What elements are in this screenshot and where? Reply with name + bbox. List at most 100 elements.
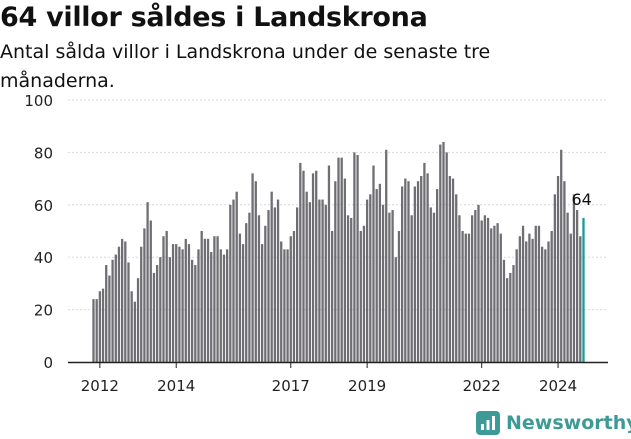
bar (318, 199, 321, 362)
bar (486, 217, 490, 362)
bar (350, 217, 353, 362)
x-tick-label: 2022 (463, 377, 501, 395)
bar (362, 225, 366, 362)
bar (445, 152, 448, 362)
brand-name: Newsworthy (506, 412, 631, 434)
bar (267, 210, 270, 362)
bar (575, 210, 579, 362)
bar (569, 233, 572, 362)
bar (321, 199, 324, 362)
bar (365, 199, 369, 362)
bar (327, 165, 331, 362)
bar (213, 236, 216, 362)
bar (95, 299, 98, 362)
x-tick-label: 2017 (272, 377, 310, 395)
bar (315, 170, 318, 362)
bar (108, 275, 111, 362)
bar (397, 231, 401, 362)
bar (229, 204, 232, 362)
bar (356, 155, 359, 362)
bar (251, 173, 254, 362)
bar (480, 220, 483, 362)
bar (493, 225, 496, 362)
bar (171, 244, 175, 362)
bar (458, 215, 461, 362)
bar (254, 181, 257, 362)
bar (528, 233, 531, 362)
bar (537, 225, 541, 362)
bar (124, 241, 127, 362)
bar (385, 149, 388, 362)
bar (178, 246, 181, 362)
highlight-bar (582, 217, 585, 362)
bar (330, 231, 334, 362)
bar (547, 241, 550, 362)
bar (423, 162, 426, 362)
bar (531, 238, 534, 362)
bar (92, 299, 95, 362)
bar (152, 272, 156, 362)
bar (111, 259, 114, 362)
bar (490, 228, 493, 362)
bar (159, 257, 162, 362)
bar (470, 215, 474, 362)
bar (235, 191, 238, 362)
bar (203, 238, 207, 362)
bar (426, 173, 429, 362)
bar (416, 181, 420, 362)
bar (442, 141, 445, 362)
bar (394, 257, 397, 362)
bar (295, 207, 299, 362)
bar (175, 244, 178, 362)
bar (563, 181, 566, 362)
bar (206, 238, 210, 362)
bar (432, 212, 436, 362)
bar (381, 204, 385, 362)
bar (334, 181, 337, 362)
bar (375, 189, 378, 362)
bar (340, 157, 343, 362)
bar (337, 157, 340, 362)
bar (302, 170, 305, 362)
bar (502, 259, 506, 362)
bar (369, 194, 372, 362)
bar (98, 291, 102, 362)
bar (283, 249, 286, 362)
y-tick-label: 100 (24, 92, 53, 110)
bar (540, 246, 544, 362)
bar (190, 259, 194, 362)
bar (391, 210, 394, 362)
bar (299, 162, 302, 362)
y-tick-label: 40 (34, 249, 53, 267)
y-tick-label: 60 (34, 197, 53, 215)
bar (496, 223, 499, 362)
bar (187, 244, 191, 362)
bar (184, 238, 187, 362)
bar (483, 215, 487, 362)
bar (210, 251, 213, 362)
bar (270, 191, 273, 362)
bar (305, 191, 308, 362)
bar (130, 291, 133, 362)
bar (544, 249, 547, 362)
bar (168, 257, 172, 362)
bar (353, 152, 356, 362)
bar (286, 249, 289, 362)
bar (448, 175, 452, 362)
bar (560, 149, 563, 362)
bar (343, 178, 347, 362)
bar (429, 207, 432, 362)
bar (264, 225, 267, 362)
bar (378, 183, 382, 362)
bar (241, 244, 245, 362)
bar (400, 186, 404, 362)
highlight-value-label: 64 (572, 190, 592, 209)
x-tick-label: 2014 (157, 377, 195, 395)
bar (289, 236, 292, 362)
bar (146, 202, 149, 362)
bar (238, 233, 242, 362)
bar (105, 265, 108, 362)
bar (200, 231, 203, 362)
bar (276, 199, 280, 362)
